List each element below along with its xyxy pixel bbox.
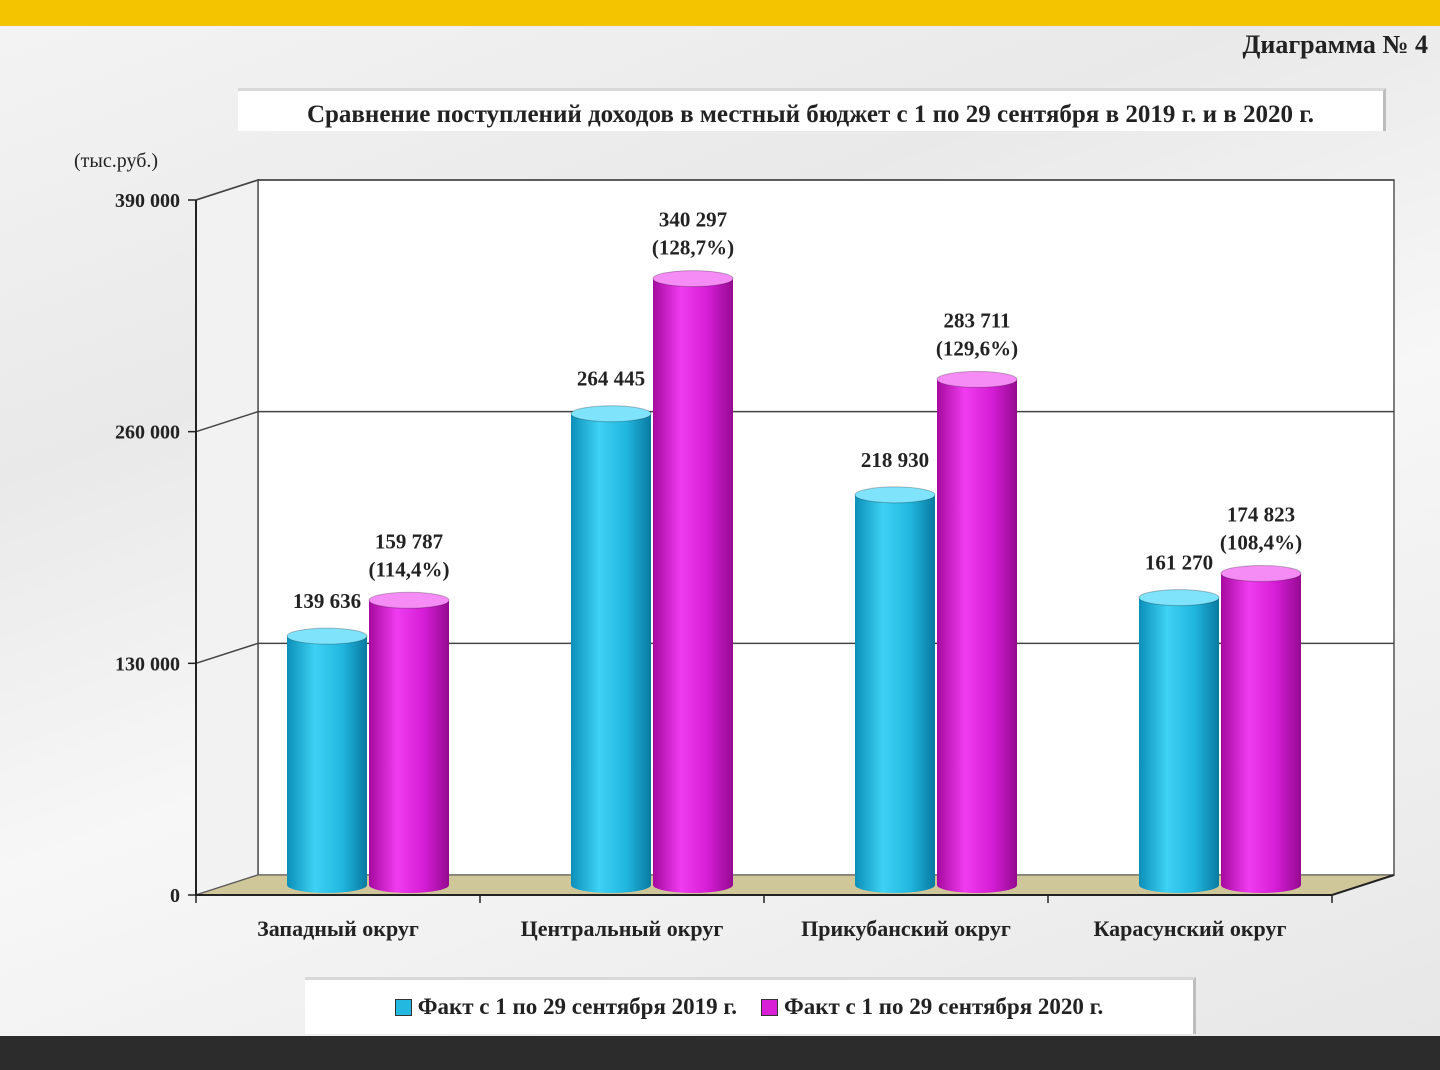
y-tick-label: 260 000	[115, 422, 180, 444]
bar-2019-body	[1139, 597, 1219, 885]
diagram-number: Диаграмма № 4	[1242, 30, 1428, 59]
bar-2020-base	[937, 877, 1017, 893]
bar-2020	[936, 370, 1018, 893]
legend-swatch-2020	[761, 998, 778, 1016]
gridline-side	[195, 642, 259, 665]
bar-2019	[570, 405, 652, 893]
chart-legend: Факт с 1 по 29 сентября 2019 г. Факт с 1…	[305, 977, 1196, 1034]
bottom-accent-band	[0, 1036, 1440, 1070]
gridline-side	[195, 179, 259, 201]
x-tick-label: Западный округ	[257, 916, 419, 941]
bar-2020-top	[368, 591, 450, 609]
bar-2020-body	[1221, 573, 1301, 885]
bar-2020-body	[369, 600, 449, 885]
bar-2020-top	[652, 270, 734, 288]
bar-2020-body	[937, 379, 1017, 885]
legend-label-2020: Факт с 1 по 29 сентября 2020 г.	[784, 994, 1104, 1019]
data-label: 218 930	[861, 448, 929, 472]
y-tick-label: 0	[170, 885, 180, 907]
bar-2019-top	[1138, 589, 1220, 607]
y-tick-label: 130 000	[115, 653, 180, 675]
y-tick-label: 390 000	[115, 190, 180, 212]
bar-2019-body	[855, 494, 935, 885]
data-pct-label: (108,4%)	[1220, 530, 1302, 554]
bar-2020	[652, 270, 734, 893]
top-accent-band	[0, 0, 1440, 26]
bar-2019-top	[854, 486, 936, 504]
legend-item-2019: Факт с 1 по 29 сентября 2019 г.	[394, 994, 737, 1020]
bar-2019	[1138, 589, 1220, 893]
y-axis-unit: (тыс.руб.)	[74, 150, 159, 172]
legend-swatch-2019	[394, 998, 412, 1016]
data-label: 283 711	[943, 308, 1010, 332]
x-tick-label: Центральный округ	[521, 916, 724, 941]
x-tick-label: Карасунский округ	[1094, 916, 1287, 941]
bar-2019-body	[571, 413, 651, 885]
chart-side-wall	[195, 178, 259, 897]
x-axis-depth	[1331, 874, 1395, 896]
bar-2019-top	[286, 627, 368, 645]
bar-2020-top	[936, 370, 1018, 388]
bar-2020	[368, 591, 450, 893]
bar-2019-body	[287, 636, 367, 885]
gridline-side	[195, 410, 259, 433]
bar-2020-base	[653, 877, 733, 893]
chart-title: Сравнение поступлений доходов в местный …	[238, 88, 1386, 131]
bar-2020-body	[653, 278, 733, 885]
bar-2019	[854, 486, 936, 893]
x-tick-label: Прикубанский округ	[801, 916, 1011, 941]
bar-2019-base	[287, 877, 367, 893]
bar-2019-top	[570, 405, 652, 423]
legend-label-2019: Факт с 1 по 29 сентября 2019 г.	[417, 994, 737, 1019]
data-pct-label: (114,4%)	[368, 557, 449, 581]
legend-item-2020: Факт с 1 по 29 сентября 2020 г.	[761, 994, 1103, 1020]
data-label: 161 270	[1145, 551, 1213, 575]
bar-2020-base	[1221, 877, 1301, 893]
data-label: 174 823	[1227, 502, 1295, 526]
bar-2019-base	[571, 877, 651, 893]
bar-2020-top	[1220, 564, 1302, 582]
bar-2019-base	[1139, 877, 1219, 893]
data-pct-label: (129,6%)	[936, 336, 1018, 360]
bar-2019	[286, 627, 368, 893]
bar-2019-base	[855, 877, 935, 893]
data-label: 139 636	[293, 589, 361, 613]
data-label: 340 297	[659, 208, 727, 232]
data-label: 264 445	[577, 367, 645, 391]
data-pct-label: (128,7%)	[652, 236, 734, 260]
data-label: 159 787	[375, 529, 443, 553]
bar-2020-base	[369, 877, 449, 893]
bar-2020	[1220, 564, 1302, 893]
